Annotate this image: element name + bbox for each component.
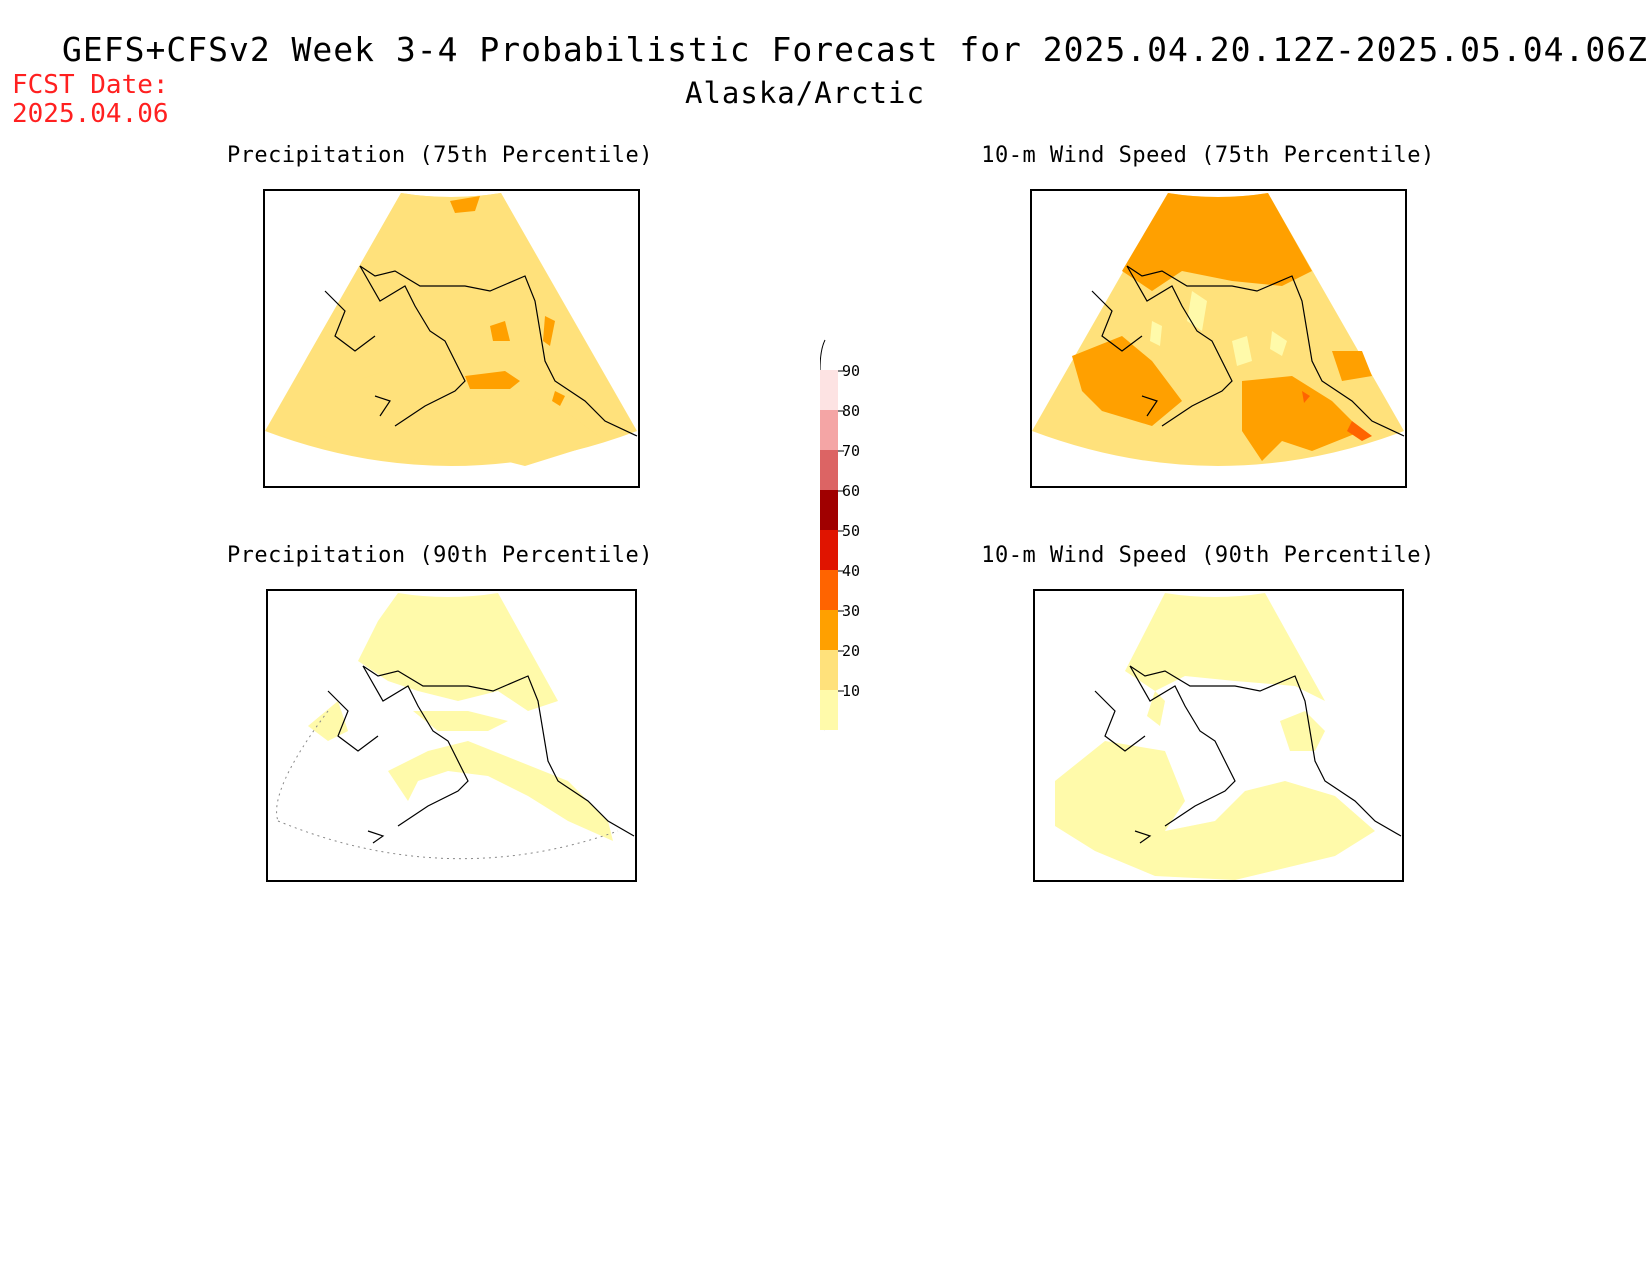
colorbar-label-50: 50 — [842, 522, 860, 540]
map-panel-precip-90 — [266, 589, 637, 882]
category-40-50-areas — [1302, 391, 1372, 441]
map-panel-wind-75 — [1030, 189, 1407, 488]
colorbar-label-30: 30 — [842, 602, 860, 620]
colorbar-box-10 — [820, 690, 838, 730]
colorbar-box-40 — [820, 570, 838, 610]
colorbar-box-60 — [820, 490, 838, 530]
colorbar-box-30 — [820, 610, 838, 650]
colorbar-box-90 — [820, 370, 838, 410]
colorbar-boxes — [820, 370, 838, 730]
colorbar-box-20 — [820, 650, 838, 690]
map-panel-wind-90 — [1033, 589, 1404, 882]
colorbar-box-50 — [820, 530, 838, 570]
colorbar-label-90: 90 — [842, 362, 860, 380]
panel-title-precip-75: Precipitation (75th Percentile) — [226, 143, 654, 168]
colorbar-labels: 90 80 70 60 50 40 30 20 10 — [838, 362, 860, 700]
colorbar-box-70 — [820, 450, 838, 490]
main-title: GEFS+CFSv2 Week 3-4 Probabilistic Foreca… — [62, 30, 1648, 69]
colorbar-top-cap — [820, 339, 826, 371]
sub-title: Alaska/Arctic — [685, 76, 925, 110]
colorbar-label-60: 60 — [842, 482, 860, 500]
colorbar-box-80 — [820, 410, 838, 450]
panel-title-precip-90: Precipitation (90th Percentile) — [226, 543, 654, 568]
colorbar-label-80: 80 — [842, 402, 860, 420]
map-wind-90 — [1055, 593, 1402, 880]
category-10-20-areas — [1055, 593, 1375, 880]
map-precip-75 — [265, 193, 638, 466]
category-20-30-areas — [265, 193, 605, 466]
category-10-20-areas — [1150, 291, 1287, 366]
colorbar-label-20: 20 — [842, 642, 860, 660]
category-30-40-areas — [450, 196, 565, 406]
colorbar: 90 80 70 60 50 40 30 20 10 — [820, 339, 860, 731]
colorbar-label-70: 70 — [842, 442, 860, 460]
category-10-20-areas — [308, 593, 613, 841]
colorbar-label-40: 40 — [842, 562, 860, 580]
category-30-40-areas — [1072, 193, 1372, 461]
fcst-date-label: FCST Date: — [12, 70, 169, 100]
fcst-date-value: 2025.04.06 — [12, 99, 169, 129]
map-wind-75 — [1032, 193, 1405, 466]
panel-title-wind-75: 10-m Wind Speed (75th Percentile) — [981, 143, 1435, 168]
panel-title-wind-90: 10-m Wind Speed (90th Percentile) — [981, 543, 1435, 568]
colorbar-label-10: 10 — [842, 682, 860, 700]
map-precip-90 — [276, 593, 635, 860]
map-panel-precip-75 — [263, 189, 640, 488]
